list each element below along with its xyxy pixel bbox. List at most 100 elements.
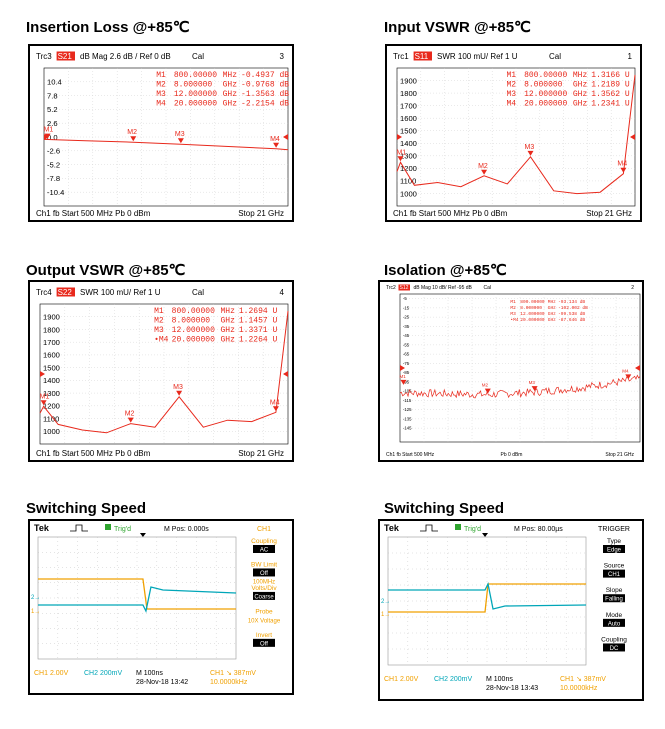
trace-line [39, 310, 289, 434]
marker-triangle [400, 379, 407, 385]
y-tick-label: -105 [403, 389, 412, 394]
format-label: SWR 100 mU/ Ref 1 U [437, 52, 518, 61]
marker-triangle [397, 156, 404, 162]
trigger-status: Trig'd [464, 526, 481, 533]
menu-value-box [603, 569, 625, 578]
param-label: S12 [400, 285, 409, 291]
marker-label: M2 [127, 129, 137, 136]
y-tick-label: 2.6 [47, 119, 58, 128]
y-tick-label: 1800 [43, 325, 60, 334]
y-tick-label: -25 [403, 315, 410, 320]
chart-title-isolation: Isolation @+85℃ [384, 262, 507, 279]
y-tick-label: -45 [403, 333, 410, 338]
marker-table-label: M4 [506, 100, 516, 109]
scope-panel-2: Tek Trig'd M Pos: 80.00µs TRIGGER 2→ 1→ Type Ed… [378, 519, 644, 701]
marker-table-unit: GHz [220, 326, 235, 335]
channel-index: 1 [628, 52, 633, 61]
trigger-position-marker [139, 533, 146, 537]
ch2-ground-marker: 2→ [381, 599, 390, 605]
cal-label: Cal [549, 52, 561, 61]
trigger-level: CH1 ↘ 387mV [210, 670, 256, 677]
marker-label: M4 [270, 136, 280, 143]
marker-table-label: M1 [510, 299, 516, 305]
cal-label: Cal [484, 285, 492, 291]
cal-label: Cal [192, 288, 204, 297]
marker-table-unit: GHz [223, 81, 238, 90]
ch2-ground-marker: 2→ [31, 595, 40, 601]
footer-left: Ch1 fb Start 500 MHz Pb 0 dBm [393, 209, 508, 218]
y-tick-label: 1500 [43, 363, 60, 372]
marker-table-unit: GHz [548, 305, 556, 311]
marker-table-value: -102.002 dB [558, 305, 588, 311]
marker-table-label: M2 [506, 81, 516, 90]
marker-table-freq: 8.000000 [172, 317, 211, 326]
menu-value: CH1 [608, 572, 621, 578]
marker-label: M1 [396, 149, 406, 156]
reference-marker-right [283, 371, 288, 377]
param-badge [56, 51, 75, 61]
footer-mid: Pb 0 dBm [501, 452, 523, 458]
channel-index: 3 [280, 52, 285, 61]
vna-chart-insertion-loss: Trc3 S21 dB Mag 2.6 dB / Ref 0 dB Cal 3 10.4 7… [36, 51, 289, 218]
menu-value: Auto [608, 621, 621, 627]
y-tick-label: -15 [403, 305, 410, 310]
marker-table-value: -0.4937 dB [241, 71, 289, 80]
ch2-scale: CH2 200mV [84, 670, 122, 677]
scope-brand: Tek [34, 523, 50, 533]
param-label: S22 [58, 288, 73, 297]
marker-table-value: 1.3371 U [239, 326, 278, 335]
vna-panel-isolation: Trc2 S12 dB Mag 10 dB/ Ref -95 dB Cal 2 -5 -15… [378, 280, 644, 462]
reference-marker-left [44, 134, 49, 140]
marker-triangle [176, 390, 183, 396]
menu-value: Edge [607, 548, 622, 554]
marker-triangle [531, 386, 538, 392]
ch1-waveform [388, 583, 586, 613]
marker-label: M4 [622, 368, 629, 373]
menu-value-box [253, 568, 275, 577]
marker-label: M2 [482, 383, 489, 388]
menu-value-box [603, 643, 625, 652]
timestamp: 28-Nov-18 13:43 [486, 685, 538, 692]
marker-table-value: 1.2341 U [591, 100, 630, 109]
y-tick-label: -2.6 [47, 147, 60, 156]
reference-marker-left [40, 371, 45, 377]
scope-title-1: Switching Speed [26, 500, 147, 517]
marker-table-label: M1 [156, 71, 166, 80]
footer-right: Stop 21 GHz [605, 452, 634, 458]
reference-marker-right [283, 134, 288, 140]
y-tick-label: -55 [403, 342, 410, 347]
y-tick-label: 1900 [400, 76, 417, 85]
marker-triangle [625, 374, 632, 380]
marker-table-freq: 20.000000 [174, 100, 217, 109]
y-tick-label: -145 [403, 426, 412, 431]
marker-table-freq: 12.000000 [174, 90, 217, 99]
marker-table-unit: GHz [223, 90, 238, 99]
y-tick-label: 0.0 [47, 133, 58, 142]
y-tick-label: 1400 [43, 376, 60, 385]
marker-label: M2 [478, 163, 488, 170]
y-tick-label: 5.2 [47, 105, 58, 114]
marker-label: M4 [270, 399, 280, 406]
y-tick-label: 10.4 [47, 78, 62, 87]
marker-table-freq: 800.00000 [174, 71, 217, 80]
vna-panel-insertion-loss: Trc3 S21 dB Mag 2.6 dB / Ref 0 dB Cal 3 10.4 7… [28, 44, 294, 222]
vna-chart-input-vswr: Trc1 S11 SWR 100 mU/ Ref 1 U Cal 1 1900 1800 17… [393, 51, 636, 218]
m-position: M Pos: 0.000s [164, 526, 209, 533]
y-tick-label: 1800 [400, 89, 417, 98]
trace-label: Trc2 [386, 285, 396, 291]
marker-table-value: 1.3166 U [591, 71, 630, 80]
trace-line [399, 374, 641, 399]
marker-table-unit: GHz [223, 100, 238, 109]
reference-marker-left [400, 365, 405, 371]
y-tick-label: -95 [403, 379, 410, 384]
y-tick-label: 1000 [400, 189, 417, 198]
marker-table-label: M3 [154, 326, 164, 335]
menu-title: TRIGGER [598, 526, 630, 533]
ch1-scale: CH1 2.00V [34, 670, 69, 677]
y-tick-label: 1500 [400, 127, 417, 136]
y-tick-label: 1200 [400, 164, 417, 173]
menu-value: Off [260, 571, 268, 577]
marker-table-freq: 8.000000 [174, 81, 213, 90]
trigger-icon [420, 524, 438, 532]
m-position: M Pos: 80.00µs [514, 526, 563, 533]
